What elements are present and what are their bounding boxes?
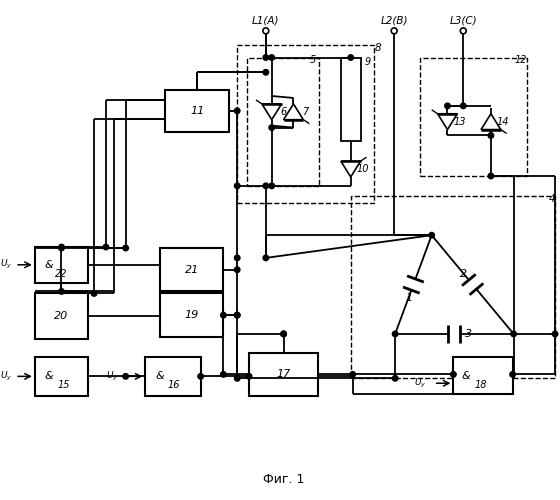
Text: L3(C): L3(C): [450, 16, 477, 26]
Circle shape: [393, 376, 398, 381]
Circle shape: [348, 54, 353, 60]
Circle shape: [510, 372, 515, 377]
Circle shape: [235, 312, 240, 318]
Circle shape: [269, 183, 274, 188]
Bar: [35, 356, 88, 396]
Circle shape: [123, 246, 128, 251]
Text: 14: 14: [497, 116, 509, 126]
Text: 3: 3: [465, 329, 472, 339]
Circle shape: [460, 103, 466, 108]
Bar: [420, 58, 528, 176]
Circle shape: [393, 331, 398, 336]
Circle shape: [235, 312, 240, 318]
Bar: [247, 58, 319, 186]
Circle shape: [235, 376, 240, 381]
Circle shape: [246, 374, 252, 379]
Text: L2(B): L2(B): [380, 16, 408, 26]
Text: 12: 12: [515, 56, 528, 66]
Circle shape: [221, 372, 226, 377]
Bar: [146, 356, 200, 396]
Bar: [35, 247, 88, 282]
Circle shape: [263, 255, 269, 260]
Text: $U_y$: $U_y$: [0, 258, 12, 272]
Circle shape: [511, 331, 516, 336]
Text: 9: 9: [365, 58, 371, 68]
Text: &: &: [44, 372, 53, 382]
Text: L1(A): L1(A): [252, 16, 279, 26]
Text: 2: 2: [460, 269, 468, 279]
Circle shape: [281, 331, 286, 336]
Text: 21: 21: [185, 264, 199, 274]
Text: 19: 19: [185, 310, 199, 320]
Text: $U_y$: $U_y$: [106, 370, 119, 383]
Text: 18: 18: [475, 380, 487, 390]
Circle shape: [269, 54, 274, 60]
Circle shape: [350, 372, 356, 377]
Circle shape: [198, 374, 203, 379]
Text: 17: 17: [277, 370, 291, 380]
Circle shape: [235, 108, 240, 114]
Text: 20: 20: [54, 311, 69, 321]
Bar: [35, 294, 88, 339]
Circle shape: [488, 173, 494, 178]
Bar: [165, 90, 229, 132]
Bar: [160, 294, 223, 337]
Bar: [160, 248, 223, 292]
Bar: [237, 44, 375, 203]
Bar: [341, 58, 361, 142]
Circle shape: [59, 288, 64, 294]
Circle shape: [263, 183, 269, 188]
Circle shape: [445, 103, 450, 108]
Text: 22: 22: [55, 268, 68, 278]
Text: 8: 8: [375, 42, 381, 52]
Circle shape: [221, 312, 226, 318]
Circle shape: [91, 290, 97, 296]
Circle shape: [281, 331, 286, 336]
Text: 5: 5: [310, 56, 316, 66]
Circle shape: [552, 331, 558, 336]
Text: &: &: [462, 372, 470, 382]
Text: 6: 6: [281, 107, 287, 117]
Circle shape: [235, 255, 240, 260]
Text: &: &: [44, 260, 53, 270]
Text: 4: 4: [548, 194, 555, 203]
Text: $U_y$: $U_y$: [414, 376, 427, 390]
Circle shape: [263, 54, 269, 60]
Text: 15: 15: [57, 380, 69, 390]
Text: 13: 13: [453, 116, 465, 126]
Text: 11: 11: [190, 106, 204, 116]
Circle shape: [59, 244, 64, 250]
Circle shape: [123, 374, 128, 379]
Circle shape: [269, 125, 274, 130]
Circle shape: [488, 132, 494, 138]
Text: &: &: [156, 372, 165, 382]
Bar: [351, 196, 555, 378]
Text: Фиг. 1: Фиг. 1: [263, 472, 304, 486]
Circle shape: [429, 232, 435, 238]
Text: 1: 1: [405, 292, 412, 302]
Circle shape: [235, 267, 240, 272]
Text: $U_y$: $U_y$: [0, 370, 12, 383]
Circle shape: [263, 70, 269, 75]
Bar: [249, 352, 318, 396]
Text: 10: 10: [356, 164, 369, 174]
Circle shape: [59, 246, 64, 251]
Circle shape: [103, 244, 109, 250]
Text: 7: 7: [302, 107, 309, 117]
Circle shape: [451, 372, 456, 377]
Text: 16: 16: [168, 380, 180, 390]
Bar: [454, 356, 512, 394]
Circle shape: [235, 183, 240, 188]
